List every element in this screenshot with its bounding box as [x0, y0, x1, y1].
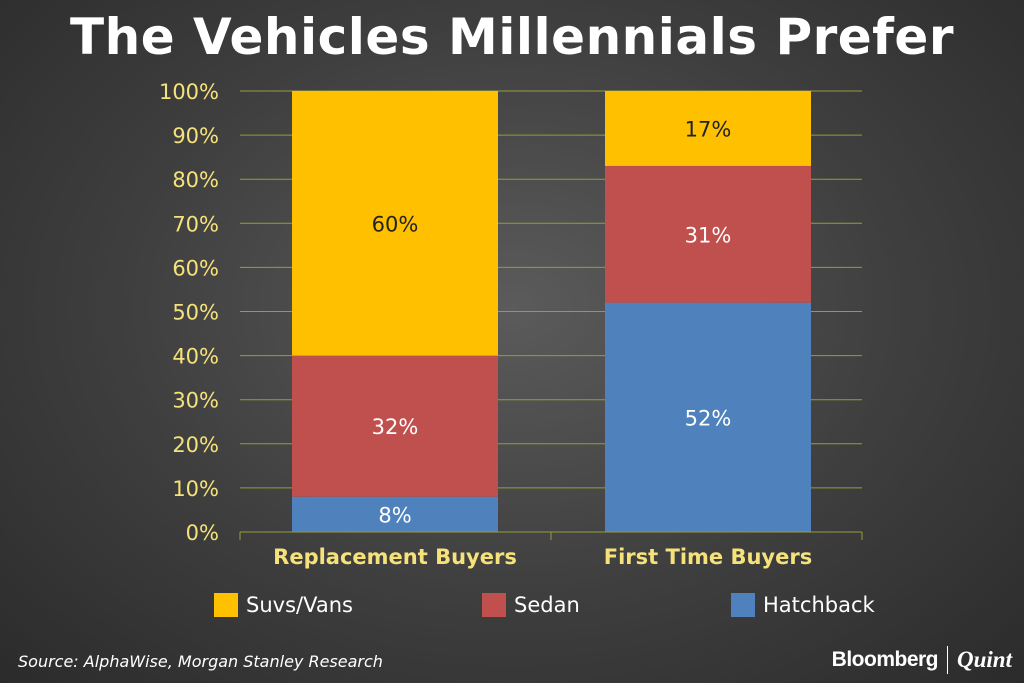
legend-swatch-suvs-vans [214, 593, 238, 617]
brand-secondary: Quint [957, 647, 1012, 672]
y-tick-label: 20% [172, 433, 219, 457]
bar-suvs-vans-1 [605, 91, 811, 166]
x-category-label: Replacement Buyers [273, 545, 517, 569]
x-category-label: First Time Buyers [604, 545, 812, 569]
bar-suvs-vans-0 [292, 91, 498, 356]
brand-logo: Bloomberg Quint [832, 646, 1012, 674]
data-label: 31% [685, 223, 732, 247]
brand-divider [947, 646, 949, 674]
bar-hatchback-1 [605, 302, 811, 532]
data-label: 32% [372, 415, 419, 439]
y-tick-label: 80% [172, 168, 219, 192]
source-note: Source: AlphaWise, Morgan Stanley Resear… [18, 652, 383, 671]
legend-item-hatchback: Hatchback [731, 593, 875, 617]
y-tick-label: 40% [172, 345, 219, 369]
data-label: 17% [685, 117, 732, 141]
bar-hatchback-0 [292, 496, 498, 532]
legend-label-hatchback: Hatchback [763, 593, 875, 617]
data-label: 60% [372, 212, 419, 236]
legend-swatch-hatchback [731, 593, 755, 617]
y-tick-label: 30% [172, 389, 219, 413]
data-label: 52% [685, 406, 732, 430]
y-tick-label: 10% [172, 477, 219, 501]
brand-primary: Bloomberg [831, 648, 939, 671]
bar-sedan-0 [292, 355, 498, 497]
legend-swatch-sedan [482, 593, 506, 617]
bar-sedan-1 [605, 165, 811, 303]
y-tick-label: 90% [172, 124, 219, 148]
legend-item-sedan: Sedan [482, 593, 580, 617]
y-tick-label: 0% [186, 521, 219, 545]
y-tick-label: 50% [172, 301, 219, 325]
data-label: 8% [378, 503, 411, 527]
legend-item-suvs-vans: Suvs/Vans [214, 593, 353, 617]
y-tick-label: 60% [172, 256, 219, 280]
legend-label-suvs-vans: Suvs/Vans [246, 593, 353, 617]
y-tick-label: 70% [172, 212, 219, 236]
chart-title: The Vehicles Millennials Prefer [70, 8, 954, 66]
y-tick-label: 100% [159, 80, 219, 104]
legend-label-sedan: Sedan [514, 593, 580, 617]
